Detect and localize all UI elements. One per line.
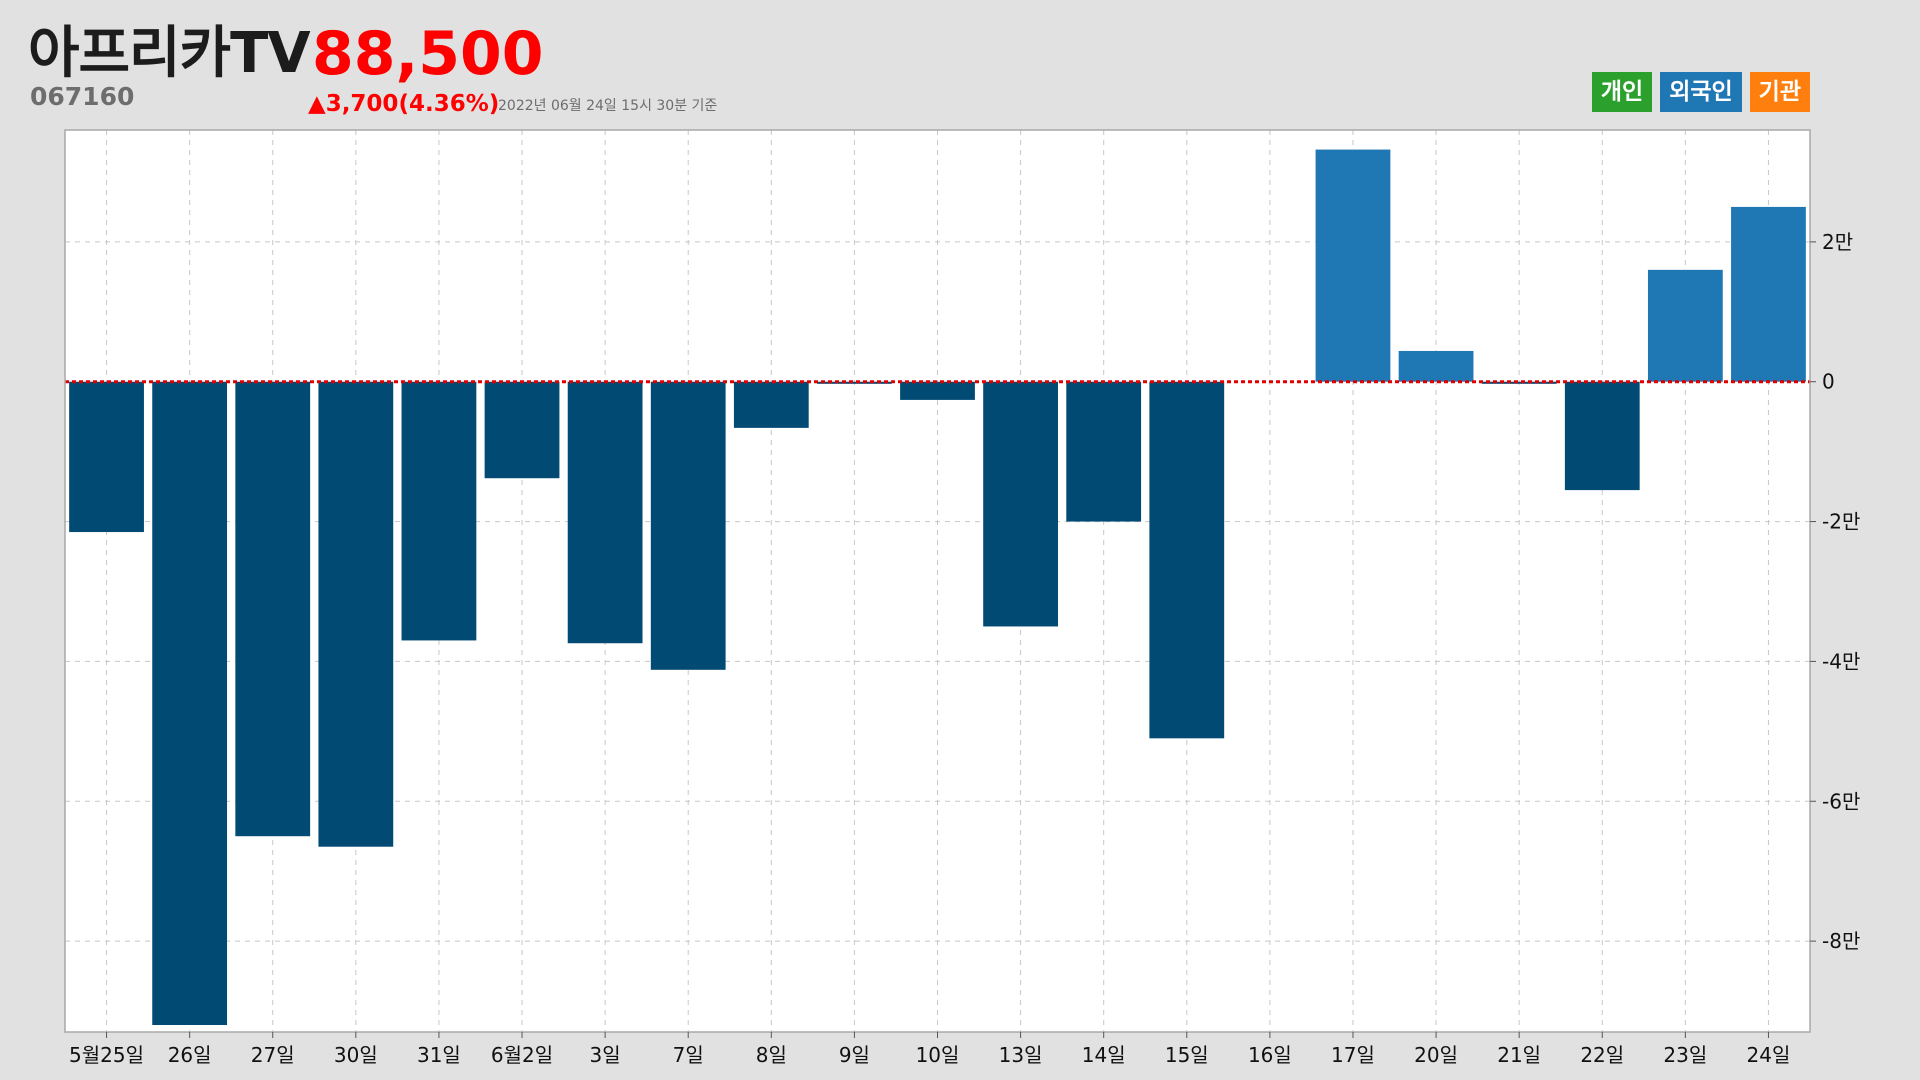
bar-21일[interactable] — [1481, 381, 1557, 384]
x-tick-label: 17일 — [1331, 1043, 1375, 1067]
x-tick-label: 31일 — [417, 1043, 461, 1067]
y-tick-label: -8만 — [1822, 929, 1860, 953]
x-tick-label: 21일 — [1497, 1043, 1541, 1067]
legend-institution[interactable]: 기관 — [1749, 72, 1810, 112]
bar-15일[interactable] — [1149, 381, 1225, 739]
bar-17일[interactable] — [1315, 149, 1391, 382]
x-tick-label: 14일 — [1082, 1043, 1126, 1067]
stock-code: 067160 — [30, 82, 135, 111]
x-tick-label: 23일 — [1663, 1043, 1707, 1067]
stock-name: 아프리카TV — [28, 21, 311, 86]
y-tick-label: -2만 — [1822, 510, 1860, 534]
bar-6월2일[interactable] — [484, 381, 560, 479]
x-tick-label: 26일 — [168, 1043, 212, 1067]
bar-10일[interactable] — [900, 381, 975, 400]
x-tick-label: 8일 — [756, 1043, 787, 1067]
y-tick-label: -6만 — [1822, 789, 1860, 813]
bars — [69, 149, 1806, 1026]
bar-9일[interactable] — [817, 381, 892, 384]
bar-31일[interactable] — [401, 381, 477, 641]
y-axis: 2만 0 -2만 -4만 -6만 -8만 — [1810, 230, 1860, 953]
y-tick-label: 0 — [1822, 370, 1835, 394]
legend-individual[interactable]: 개인 — [1591, 72, 1653, 112]
x-tick-label: 7일 — [673, 1043, 704, 1067]
bar-7일[interactable] — [650, 381, 726, 670]
x-tick-label: 30일 — [334, 1043, 378, 1067]
stock-price: 88,500 — [312, 19, 544, 89]
grid-lines — [65, 130, 1810, 1032]
bar-5월25일[interactable] — [69, 381, 144, 533]
x-tick-label: 24일 — [1747, 1043, 1791, 1067]
bar-30일[interactable] — [318, 381, 394, 847]
x-tick-label: 6월2일 — [491, 1043, 553, 1067]
price-change: ▲3,700(4.36%) — [308, 91, 500, 117]
bar-27일[interactable] — [235, 381, 311, 837]
x-axis: 5월25일 26일 27일 30일 31일 6월2일 3일 7일 8일 9일 10일 13일 14일 15… — [69, 1032, 1790, 1067]
bar-22일[interactable] — [1564, 381, 1640, 491]
bar-8일[interactable] — [733, 381, 809, 428]
legend-foreign[interactable]: 외국인 — [1660, 72, 1742, 112]
x-tick-label: 20일 — [1414, 1043, 1458, 1067]
x-tick-label: 3일 — [590, 1043, 621, 1067]
x-tick-label: 13일 — [999, 1043, 1043, 1067]
x-tick-label: 5월25일 — [69, 1043, 144, 1067]
bar-23일[interactable] — [1647, 269, 1723, 382]
x-tick-label: 9일 — [839, 1043, 870, 1067]
bar-3일[interactable] — [567, 381, 643, 644]
y-tick-label: 2만 — [1822, 230, 1853, 254]
bar-14일[interactable] — [1066, 381, 1142, 522]
bar-20일[interactable] — [1398, 350, 1474, 382]
bar-26일[interactable] — [152, 381, 228, 1026]
legend: 개인 외국인 기관 — [1591, 72, 1810, 112]
bar-24일[interactable] — [1731, 206, 1806, 382]
as-of-timestamp: 2022년 06월 24일 15시 30분 기준 — [498, 98, 718, 114]
x-tick-label: 10일 — [916, 1043, 960, 1067]
bar-13일[interactable] — [983, 381, 1058, 627]
x-tick-label: 15일 — [1165, 1043, 1209, 1067]
x-tick-label: 27일 — [251, 1043, 295, 1067]
y-tick-label: -4만 — [1822, 649, 1860, 673]
x-tick-label: 16일 — [1248, 1043, 1292, 1067]
x-tick-label: 22일 — [1580, 1043, 1624, 1067]
